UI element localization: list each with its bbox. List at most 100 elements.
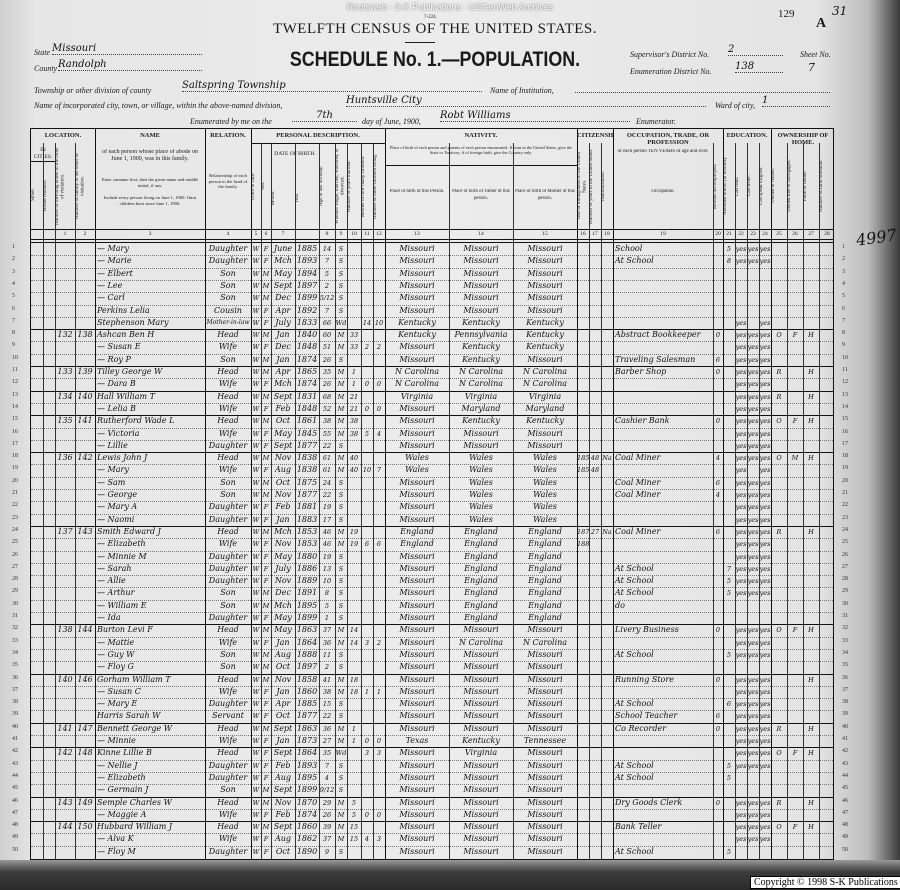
cell-cl: 1 (376, 687, 382, 696)
cell-name: Semple Charles W (97, 797, 172, 807)
row-divider (31, 402, 833, 404)
cell-month: Mch (274, 256, 292, 266)
column-heading-mar: Whether single, married, widowed, or div… (335, 148, 346, 224)
column-heading-month: Month. (271, 190, 276, 206)
cell-write: yes (747, 429, 759, 438)
cell-year: 1838 (296, 453, 318, 463)
cell-fb: Missouri (463, 625, 499, 635)
cell-month: Aug (274, 834, 292, 844)
table-row: 140 146 Gorham William T Head W M Nov 1858 41 M 18… (31, 674, 833, 686)
cell-sex: F (263, 343, 269, 352)
cell-name: — Lee (97, 280, 123, 290)
cell-mb: Missouri (527, 662, 563, 672)
cell-rel: Daughter (208, 760, 248, 770)
cell-dw: 143 (57, 797, 73, 807)
cell-sex: M (262, 663, 270, 672)
cell-fb: Wales (469, 502, 493, 512)
cell-eng: yes (759, 761, 771, 770)
group-heading-rule (251, 143, 385, 144)
cell-read: yes (735, 712, 747, 721)
line-number: 16 (842, 428, 848, 435)
cell-pb: Wales (405, 453, 429, 463)
cell-occ: At School (615, 256, 654, 266)
cell-color: W (252, 724, 260, 733)
cell-age: 51 (322, 343, 332, 352)
line-number: 33 (12, 637, 18, 644)
line-number: 37 (12, 686, 18, 693)
cell-eng: yes (759, 712, 771, 721)
cell-rel: Cousin (214, 305, 242, 315)
line-number: 39 (12, 711, 18, 718)
cell-fb: N Carolina (458, 367, 504, 376)
in-cities-label: IN CITIES. (33, 147, 53, 160)
column-number: 28 (824, 231, 830, 237)
column-heading-fh: Farm or house. (803, 170, 808, 202)
cell-name: — Allie (97, 576, 126, 586)
cell-read: yes (735, 749, 747, 758)
cell-rel: Son (220, 785, 236, 795)
cell-write: yes (747, 503, 759, 512)
cell-name: — Lelia B (97, 403, 136, 413)
cell-imm: 1852 (577, 454, 589, 463)
cell-age: 26 (322, 380, 332, 389)
line-number: 8 (842, 330, 845, 337)
column-divider (347, 143, 348, 859)
cell-read: yes (735, 540, 747, 549)
cell-sex: F (263, 515, 269, 524)
column-number: 13 (414, 231, 420, 237)
line-number: 43 (842, 760, 848, 767)
column-heading-dw: Number of dwelling house in the order of… (55, 147, 66, 225)
line-number: 19 (12, 465, 18, 472)
cell-att: 5 (726, 847, 732, 856)
enumerator-label: Enumerator. (636, 117, 676, 126)
cell-read: yes (735, 761, 747, 770)
state-label: State (34, 48, 50, 57)
cell-age: 52 (322, 404, 332, 413)
cell-ym: 1 (351, 380, 357, 389)
relation-description: Relationship of each person to the head … (208, 173, 248, 189)
cell-age: 7 (324, 761, 330, 770)
row-divider (31, 279, 833, 281)
cell-sex: F (263, 245, 269, 253)
cell-color: W (252, 331, 260, 340)
cell-read: yes (735, 491, 747, 499)
line-number: 32 (842, 625, 848, 632)
cell-year: 1873 (296, 736, 318, 745)
cell-nat: Na (602, 527, 612, 536)
cell-cl: 3 (376, 749, 382, 758)
cell-color: W (252, 601, 260, 610)
cell-rel: Daughter (208, 502, 248, 512)
table-row: — Minnie Wife W F Jan 1873 27 M 1 0 0 Texas Kentucky… (31, 735, 833, 747)
cell-name: Harris Sarah W (97, 711, 161, 721)
cell-color: W (252, 761, 260, 770)
cell-mar: S (338, 503, 344, 512)
cell-month: Oct (275, 846, 291, 856)
cell-age: 9/12 (319, 786, 335, 795)
cell-rel: Head (217, 526, 239, 536)
table-row: 134 140 Hall William T Head W M Sept 1831 68 M 21 V… (31, 391, 833, 403)
cell-name: — Floy M (97, 846, 136, 856)
cell-pb: Missouri (399, 637, 435, 647)
row-divider (31, 390, 833, 392)
cell-occ: At School (615, 563, 654, 573)
cell-fb: Kentucky (462, 416, 500, 426)
cell-own: O (776, 823, 782, 832)
table-row: 135 141 Rutherford Wade L Head W M Oct 1861 38 M 3… (31, 415, 833, 427)
cell-mb: England (528, 551, 562, 561)
table-row: — Mary Daughter W F June 1885 14 S Missouri Misso… (31, 243, 833, 255)
cell-fb: Virginia (464, 748, 498, 758)
cell-fb: Missouri (463, 711, 499, 721)
cell-rel: Son (220, 649, 236, 659)
cell-color: W (252, 749, 260, 758)
column-group-heading: OCCUPATION, TRADE, OR PROFESSION (626, 132, 710, 146)
cell-fb: Wales (469, 453, 493, 463)
cell-sex: F (263, 306, 269, 315)
cell-fb: Missouri (463, 305, 499, 315)
cell-write: yes (747, 577, 759, 586)
cell-month: Nov (274, 539, 292, 549)
cell-year: 1831 (296, 391, 318, 401)
cell-color: W (252, 712, 260, 721)
line-number: 11 (12, 367, 18, 373)
cell-age: 35 (322, 749, 332, 758)
table-row: Perkins Lelia Cousin W F Apr 1892 7 S Missouri Mi… (31, 305, 833, 317)
